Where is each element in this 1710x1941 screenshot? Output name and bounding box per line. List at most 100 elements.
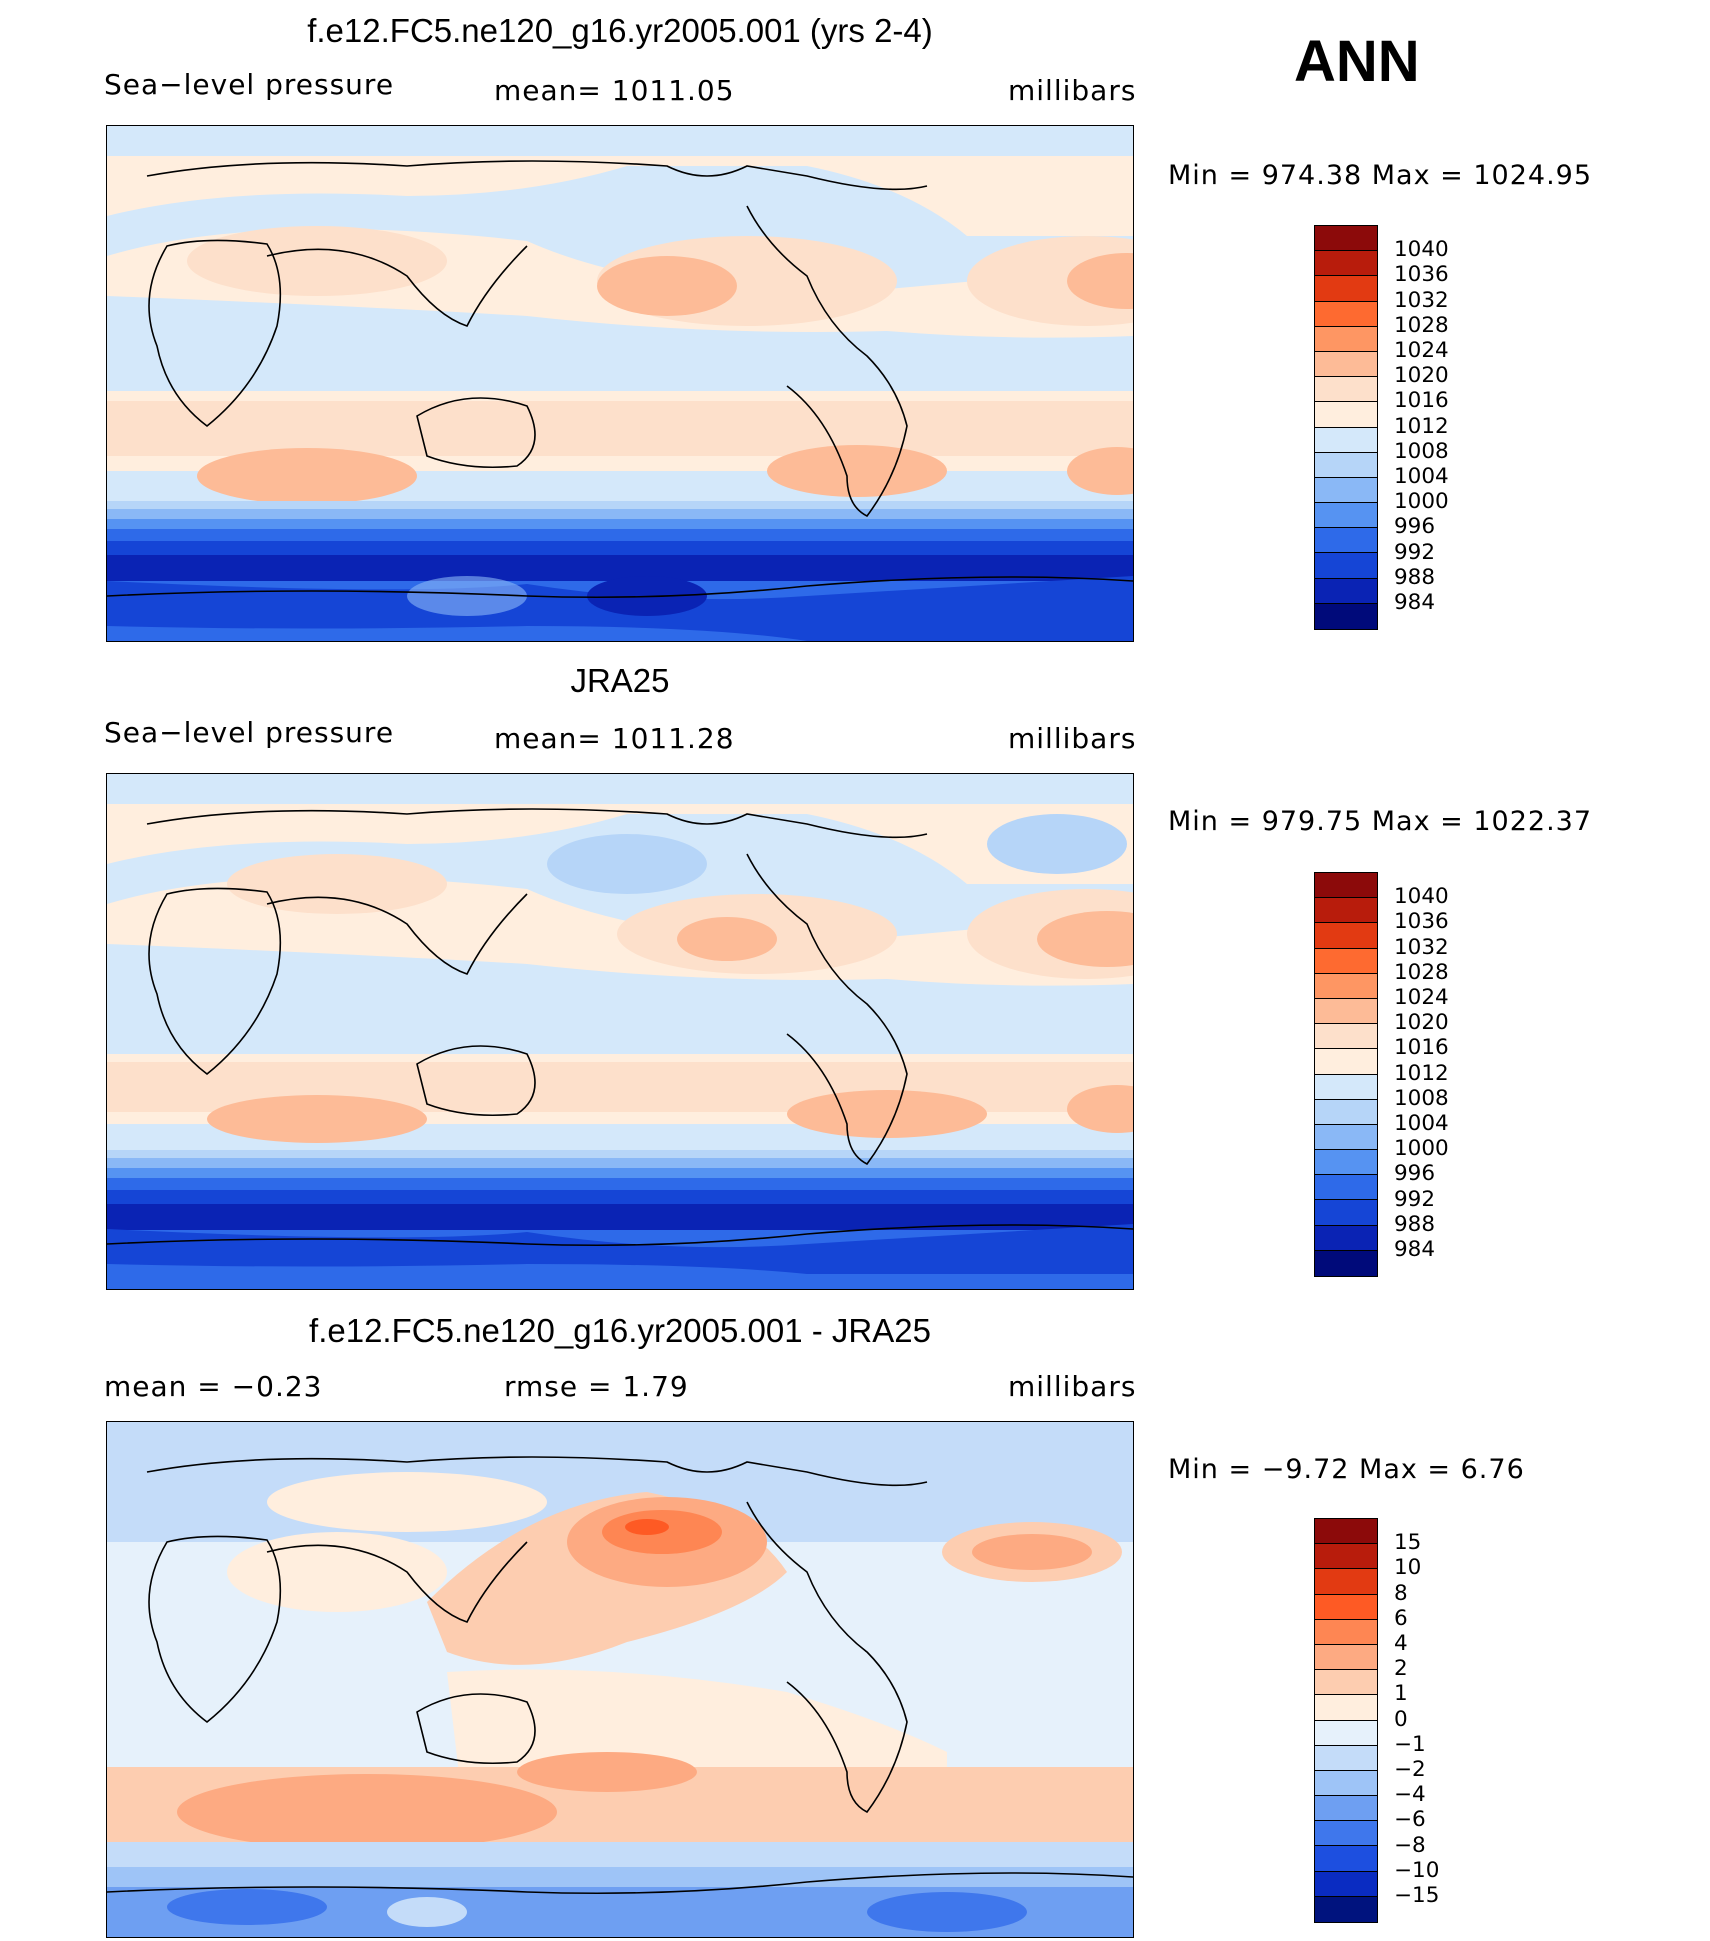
colorbar-box [1315,1099,1377,1125]
colorbar-tick-label: −1 [1394,1731,1426,1757]
panel3-units-label: millibars [1008,1370,1137,1403]
colorbar-box [1315,351,1377,378]
colorbar-tick-label: 10 [1394,1555,1422,1581]
colorbar-box [1315,1225,1377,1251]
colorbar-tick-label: 1016 [1394,1035,1449,1061]
panel2-left-label: Sea−level pressure [104,716,395,749]
panel3-title: f.e12.FC5.ne120_g16.yr2005.001 - JRA25 [309,1312,931,1349]
colorbar-box [1315,1670,1377,1696]
panel1-colorbar [1314,225,1378,630]
colorbar-box [1315,1695,1377,1721]
colorbar-box [1315,578,1377,604]
colorbar-box [1315,1770,1377,1797]
colorbar-tick-label: 1036 [1394,909,1449,935]
colorbar-box [1315,998,1377,1025]
colorbar-tick-label: 1012 [1394,1060,1449,1086]
colorbar-box [1315,1024,1377,1050]
panel1-map [106,125,1134,642]
colorbar-tick-label: 1028 [1394,959,1449,985]
colorbar-box [1315,1124,1377,1151]
colorbar-box [1315,1200,1377,1226]
colorbar-tick-label: 996 [1394,514,1436,540]
colorbar-box [1315,251,1377,277]
panel2-units-label: millibars [1008,722,1137,755]
colorbar-tick-label: 4 [1394,1631,1408,1656]
colorbar-box [1315,553,1377,579]
colorbar-box [1315,603,1377,629]
colorbar-tick-label: 984 [1394,1237,1436,1262]
colorbar-box [1315,402,1377,428]
colorbar-tick-label: 1032 [1394,934,1449,960]
colorbar-tick-label: 1040 [1394,884,1449,910]
panel2-title: JRA25 [570,662,670,699]
colorbar-box [1315,276,1377,302]
colorbar-box [1315,1871,1377,1897]
colorbar-tick-label: 6 [1394,1605,1408,1631]
colorbar-tick-label: 1000 [1394,489,1449,515]
colorbar-box [1315,1720,1377,1746]
colorbar-box [1315,1544,1377,1570]
colorbar-box [1315,226,1377,252]
colorbar-tick-label: 1000 [1394,1136,1449,1162]
colorbar-tick-label: −6 [1394,1807,1426,1833]
colorbar-box [1315,1821,1377,1847]
colorbar-tick-label: 992 [1394,539,1436,565]
colorbar-tick-label: −15 [1394,1883,1440,1908]
colorbar-tick-label: 1008 [1394,438,1449,464]
colorbar-tick-label: 2 [1394,1656,1408,1682]
panel3-mean-label: mean = −0.23 [104,1370,323,1403]
colorbar-box [1315,1644,1377,1671]
colorbar-box [1315,1619,1377,1645]
colorbar-tick-label: 1 [1394,1681,1408,1707]
panel1-units-label: millibars [1008,74,1137,107]
colorbar-tick-label: 1020 [1394,363,1449,389]
colorbar-box [1315,973,1377,999]
colorbar-box [1315,477,1377,504]
panel1-minmax: Min = 974.38 Max = 1024.95 [1168,160,1593,191]
colorbar-tick-label: −10 [1394,1857,1440,1883]
colorbar-tick-label: 1040 [1394,237,1449,263]
panel2-map [106,773,1134,1290]
panel2-map-svg [107,774,1133,1289]
panel1-map-svg [107,126,1133,641]
colorbar-tick-label: 1008 [1394,1085,1449,1111]
season-label: ANN [1294,29,1420,94]
colorbar-tick-label: 1032 [1394,287,1449,313]
colorbar-box [1315,1745,1377,1771]
colorbar-tick-label: 1036 [1394,262,1449,288]
panel2-colorbar [1314,872,1378,1277]
colorbar-tick-label: 1028 [1394,312,1449,338]
colorbar-box [1315,1049,1377,1075]
panel3-map-svg [107,1422,1133,1937]
colorbar-tick-label: 1024 [1394,338,1449,363]
panel2-minmax: Min = 979.75 Max = 1022.37 [1168,806,1593,837]
colorbar-box [1315,1569,1377,1595]
colorbar-box [1315,326,1377,352]
colorbar-box [1315,1175,1377,1201]
colorbar-tick-label: 0 [1394,1706,1408,1732]
panel2-mean-label: mean= 1011.28 [494,722,735,755]
colorbar-box [1315,503,1377,529]
colorbar-box [1315,898,1377,924]
colorbar-tick-label: −8 [1394,1832,1426,1858]
colorbar-tick-label: 984 [1394,590,1436,615]
colorbar-box [1315,377,1377,403]
colorbar-box [1315,452,1377,478]
panel3-minmax: Min = −9.72 Max = 6.76 [1168,1454,1525,1485]
colorbar-box [1315,1150,1377,1176]
colorbar-box [1315,923,1377,949]
colorbar-tick-label: 1004 [1394,464,1449,489]
colorbar-box [1315,1896,1377,1922]
panel1-title: f.e12.FC5.ne120_g16.yr2005.001 (yrs 2-4) [307,12,933,49]
colorbar-box [1315,1796,1377,1822]
panel3-colorbar [1314,1518,1378,1923]
colorbar-box [1315,1846,1377,1872]
colorbar-box [1315,1074,1377,1100]
colorbar-box [1315,1594,1377,1620]
colorbar-tick-label: 1012 [1394,413,1449,439]
colorbar-tick-label: 1024 [1394,985,1449,1010]
colorbar-tick-label: 996 [1394,1161,1436,1187]
colorbar-tick-label: −4 [1394,1782,1426,1808]
colorbar-tick-label: 1016 [1394,388,1449,414]
panel1-left-label: Sea−level pressure [104,68,395,101]
